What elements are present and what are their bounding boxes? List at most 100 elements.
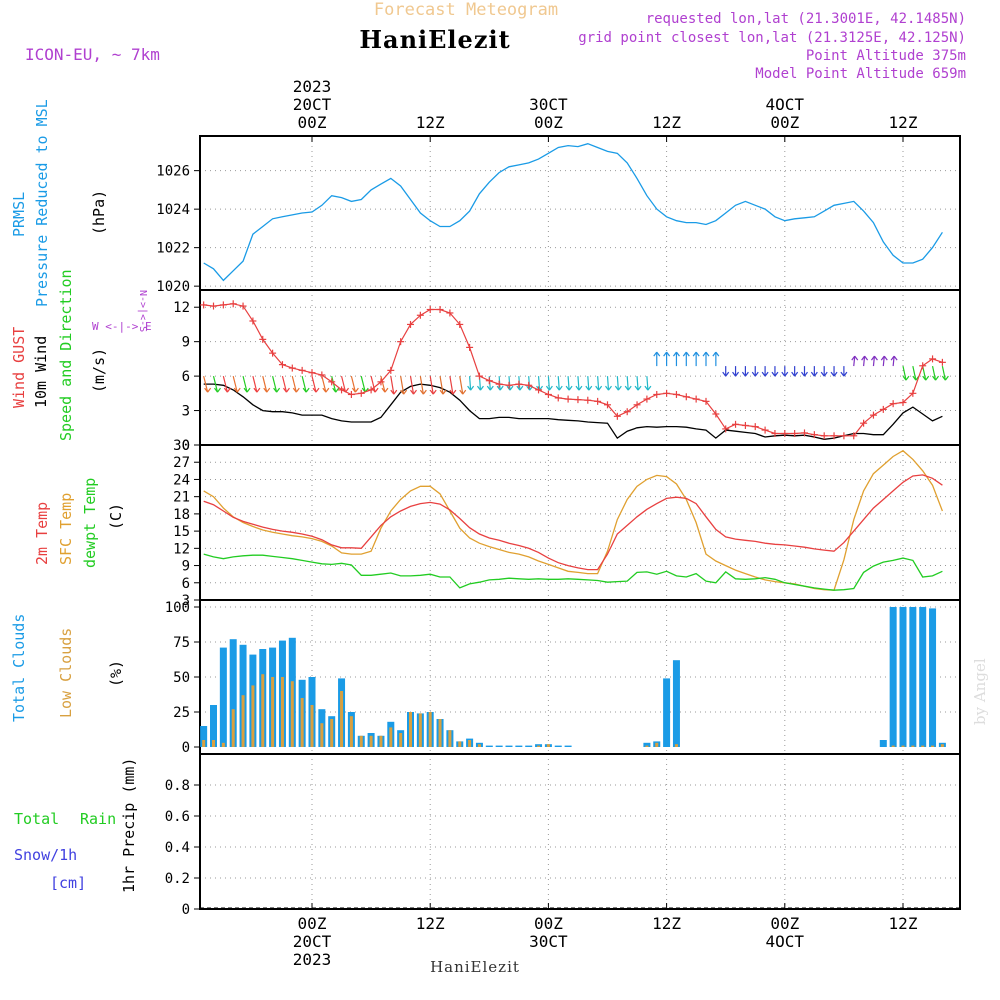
wind-arrow bbox=[419, 376, 424, 395]
wind-arrow-head bbox=[246, 387, 251, 393]
wind-arrow-head bbox=[944, 375, 949, 381]
precip-label-unit: 1hr Precip (mm) bbox=[120, 758, 138, 893]
wind-arrow bbox=[301, 375, 307, 393]
compass-ew: W <-|-> E bbox=[92, 320, 152, 333]
wind-arrow bbox=[931, 365, 937, 381]
low-cloud-bar bbox=[231, 709, 235, 747]
wind-arrow-head bbox=[880, 355, 885, 361]
wind-arrow-head bbox=[653, 351, 658, 357]
wind-arrow bbox=[567, 376, 570, 391]
precip-frame bbox=[199, 753, 961, 910]
top-time-label: 20CT bbox=[293, 95, 332, 114]
wind-ytick-label: 12 bbox=[173, 300, 190, 316]
low-cloud-bar bbox=[330, 719, 334, 747]
wind-arrow bbox=[212, 375, 219, 393]
wind-arrow bbox=[262, 375, 268, 393]
bottom-time-label: 12Z bbox=[889, 914, 918, 933]
wind-arrow-head bbox=[315, 387, 320, 393]
wind-arrow-head bbox=[905, 375, 910, 381]
wind-10m-series-line bbox=[203, 383, 943, 440]
wind-arrow-head bbox=[685, 351, 690, 357]
wind-arrow-head bbox=[351, 387, 356, 393]
precip-panel: 0 0.2 0.4 0.6 0.8 bbox=[165, 753, 961, 918]
total-cloud-bar bbox=[879, 740, 887, 747]
low-cloud-bar bbox=[891, 745, 895, 747]
wind-arrow-head bbox=[467, 385, 472, 391]
wind-arrow bbox=[646, 376, 649, 391]
wind-arrow-head bbox=[568, 385, 573, 391]
precip-ytick-label: 0.4 bbox=[165, 840, 190, 856]
wind-arrow bbox=[232, 375, 238, 393]
wind-arrow-head bbox=[741, 371, 746, 377]
wind-arrow bbox=[252, 375, 258, 393]
total-cloud-bar bbox=[229, 639, 237, 747]
wind-arrow-head bbox=[702, 351, 707, 357]
compass-ns: N->|<-S bbox=[137, 290, 148, 332]
wind-gust-series-line bbox=[203, 303, 943, 437]
cloud-label-total: Total Clouds bbox=[10, 614, 28, 722]
low-cloud-bar bbox=[261, 674, 265, 747]
wind-arrow-head bbox=[312, 387, 317, 393]
footer-location: HaniElezit bbox=[430, 958, 520, 976]
temp-label-2m: 2m Temp bbox=[33, 502, 51, 565]
wind-arrow-head bbox=[486, 385, 491, 391]
wind-arrow-head bbox=[833, 371, 838, 377]
wind-arrow bbox=[350, 375, 356, 393]
wind-arrow-head bbox=[692, 351, 697, 357]
wind-arrow-head bbox=[390, 389, 395, 395]
total-cloud-bar bbox=[200, 726, 208, 747]
precip-label-snow: Snow/1h bbox=[14, 846, 77, 864]
requested-lonlat: requested lon,lat (21.3001E, 42.1485N) bbox=[646, 11, 966, 27]
wind-arrow bbox=[892, 356, 895, 367]
pressure-ytick-label: 1020 bbox=[156, 279, 190, 295]
bottom-time-label: 00Z bbox=[770, 914, 799, 933]
wind-arrow-head bbox=[644, 385, 649, 391]
total-cloud-bar bbox=[929, 608, 937, 747]
low-cloud-bar bbox=[310, 705, 314, 747]
precip-ytick-label: 0.8 bbox=[165, 778, 190, 794]
wind-arrow-head bbox=[794, 371, 799, 377]
temp-ytick-label: 27 bbox=[173, 455, 190, 471]
pressure-label-unit: (hPa) bbox=[90, 190, 108, 235]
low-cloud-bar bbox=[438, 719, 442, 747]
wind-arrow-head bbox=[588, 385, 593, 391]
low-cloud-bar bbox=[931, 745, 935, 747]
low-cloud-bar bbox=[221, 742, 225, 747]
wind-arrow bbox=[291, 375, 297, 393]
wind-arrow bbox=[863, 356, 866, 367]
total-cloud-bar bbox=[889, 607, 897, 747]
low-cloud-bar bbox=[921, 745, 925, 747]
wind-arrow-head bbox=[715, 351, 720, 357]
wind-arrow-head bbox=[285, 387, 290, 393]
wind-arrow-head bbox=[305, 387, 310, 393]
wind-arrow-head bbox=[791, 371, 796, 377]
low-cloud-bar bbox=[409, 712, 412, 747]
sfc-temp-series-line bbox=[203, 449, 944, 591]
wind-arrow bbox=[616, 376, 619, 391]
wind-arrow-head bbox=[682, 351, 687, 357]
low-cloud-bar bbox=[320, 723, 324, 747]
low-cloud-bar bbox=[645, 745, 649, 747]
wind-arrow-head bbox=[781, 371, 786, 377]
wind-arrow-head bbox=[672, 351, 677, 357]
wind-arrow-head bbox=[204, 387, 209, 393]
total-cloud-bar bbox=[919, 607, 927, 747]
low-cloud-bar bbox=[379, 735, 383, 747]
precip-label-total: Total bbox=[14, 810, 59, 828]
cloud-label-unit: (%) bbox=[107, 660, 125, 687]
wind-arrow bbox=[439, 376, 444, 395]
low-cloud-bar bbox=[290, 681, 294, 747]
wind-ytick-label: 6 bbox=[182, 369, 190, 385]
temp-label-dewpt: dewpt Temp bbox=[81, 478, 99, 568]
location-title: HaniElezit bbox=[359, 25, 510, 54]
wind-arrow-head bbox=[302, 387, 307, 393]
wind-arrow-head bbox=[207, 387, 212, 393]
wind-arrow-head bbox=[705, 351, 710, 357]
low-cloud-bar bbox=[359, 735, 363, 747]
temp-ytick-label: 12 bbox=[173, 541, 190, 557]
wind-arrow bbox=[469, 376, 472, 391]
temp-panel-labels: 2m Temp SFC Temp dewpt Temp (C) bbox=[33, 478, 125, 568]
wind-arrow-head bbox=[236, 387, 241, 393]
wind-arrow bbox=[242, 375, 248, 393]
